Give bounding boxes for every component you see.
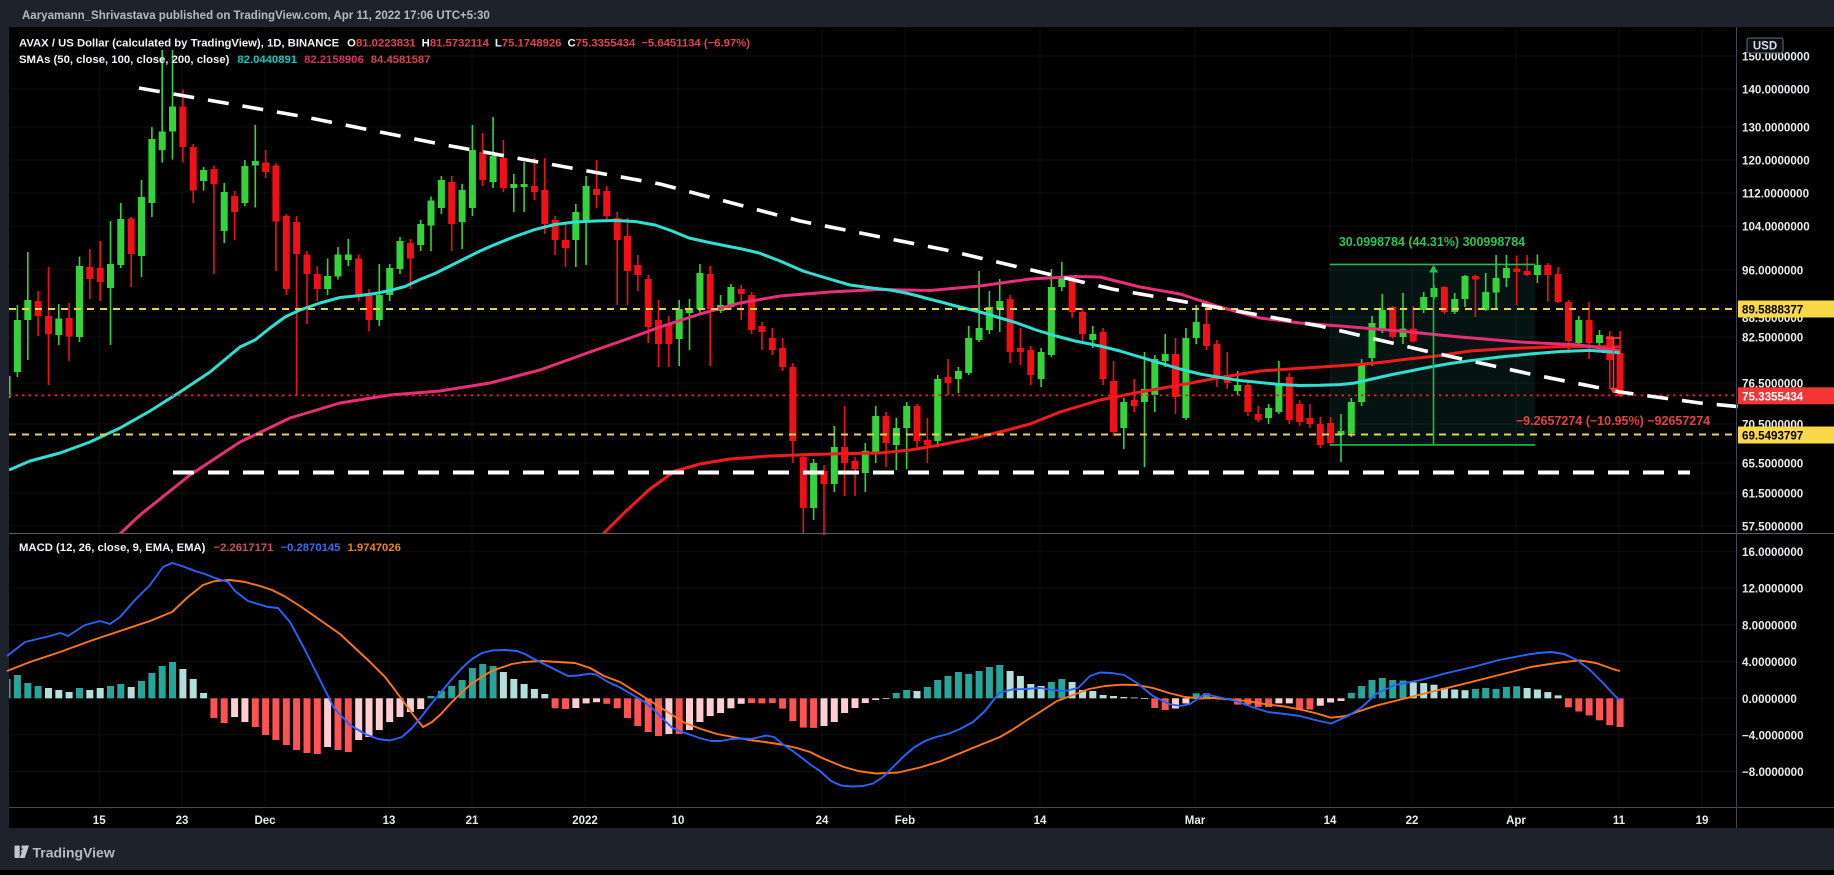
svg-text:96.0000000: 96.0000000 — [1742, 265, 1803, 278]
svg-text:130.0000000: 130.0000000 — [1742, 122, 1810, 135]
svg-text:82.5000000: 82.5000000 — [1742, 332, 1803, 345]
svg-text:24: 24 — [816, 815, 829, 827]
svg-text:16.0000000: 16.0000000 — [1742, 546, 1803, 559]
svg-text:89.5888377: 89.5888377 — [1742, 304, 1803, 317]
svg-text:23: 23 — [176, 815, 189, 827]
svg-text:69.5493797: 69.5493797 — [1742, 430, 1803, 443]
svg-text:11: 11 — [1613, 815, 1626, 827]
svg-text:AVAX / US Dollar (calculated b: AVAX / US Dollar (calculated by TradingV… — [19, 38, 750, 50]
svg-text:150.0000000: 150.0000000 — [1742, 51, 1810, 64]
svg-text:USD: USD — [1753, 41, 1777, 53]
svg-text:14: 14 — [1324, 815, 1337, 827]
svg-text:140.0000000: 140.0000000 — [1742, 84, 1810, 97]
svg-text:22: 22 — [1406, 815, 1419, 827]
svg-text:30.0998784 (44.31%) 300998784: 30.0998784 (44.31%) 300998784 — [1339, 235, 1525, 249]
svg-text:−4.0000000: −4.0000000 — [1742, 729, 1804, 742]
svg-text:112.0000000: 112.0000000 — [1742, 188, 1809, 201]
svg-text:120.0000000: 120.0000000 — [1742, 155, 1810, 168]
svg-text:SMAs (50, close, 100, close, 2: SMAs (50, close, 100, close, 200, close)… — [19, 54, 430, 66]
svg-text:75.3355434: 75.3355434 — [1742, 390, 1804, 403]
svg-text:13: 13 — [383, 815, 396, 827]
svg-text:8.0000000: 8.0000000 — [1742, 619, 1797, 632]
svg-text:65.5000000: 65.5000000 — [1742, 458, 1803, 471]
svg-text:12.0000000: 12.0000000 — [1742, 583, 1803, 596]
svg-text:19: 19 — [1696, 815, 1709, 827]
svg-text:Mar: Mar — [1185, 815, 1206, 827]
svg-text:TradingView: TradingView — [33, 845, 115, 861]
svg-text:14: 14 — [1034, 815, 1047, 827]
svg-text:2022: 2022 — [572, 815, 598, 827]
svg-text:76.5000000: 76.5000000 — [1742, 378, 1803, 391]
svg-text:Apr: Apr — [1506, 815, 1526, 827]
svg-text:−9.2657274 (−10.95%) −92657274: −9.2657274 (−10.95%) −92657274 — [1516, 414, 1710, 428]
svg-text:15: 15 — [93, 815, 106, 827]
svg-text:4.0000000: 4.0000000 — [1742, 656, 1797, 669]
svg-text:21: 21 — [466, 815, 479, 827]
svg-text:Dec: Dec — [254, 815, 276, 827]
svg-text:10: 10 — [672, 815, 685, 827]
svg-text:MACD (12, 26, close, 9, EMA, E: MACD (12, 26, close, 9, EMA, EMA) −2.2617… — [19, 542, 401, 554]
svg-text:Aaryamann_Shrivastava publishe: Aaryamann_Shrivastava published on Tradi… — [22, 10, 490, 22]
svg-text:104.0000000: 104.0000000 — [1742, 221, 1810, 234]
svg-text:57.5000000: 57.5000000 — [1742, 521, 1803, 534]
svg-text:Feb: Feb — [895, 815, 915, 827]
svg-text:61.5000000: 61.5000000 — [1742, 488, 1803, 501]
svg-text:−8.0000000: −8.0000000 — [1742, 766, 1804, 779]
svg-text:0.0000000: 0.0000000 — [1742, 693, 1797, 706]
